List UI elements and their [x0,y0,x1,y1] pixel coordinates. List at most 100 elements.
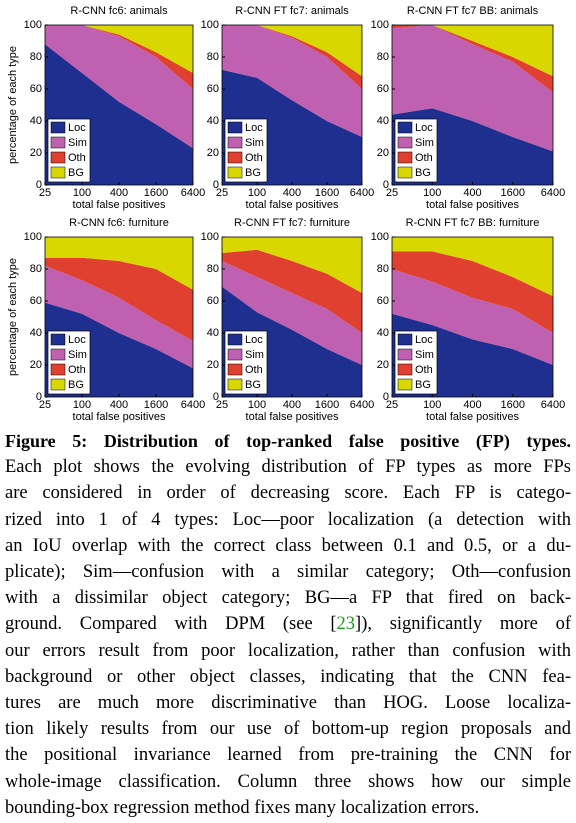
x-tick-label: 100 [423,187,441,199]
legend-swatch [227,378,243,391]
legend-swatch [50,136,66,149]
area [392,237,553,297]
x-tick-label: 1600 [501,187,525,199]
legend-swatch [227,151,243,164]
caption-line: whole-image classification. Column three… [5,771,571,792]
x-axis-label: total false positives [426,199,519,211]
y-tick-label: 80 [30,51,42,63]
x-tick-label: 25 [39,399,51,411]
y-tick-label: 100 [24,231,42,243]
x-axis-label: total false positives [246,411,339,423]
y-tick-label: 60 [377,295,389,307]
y-tick-label: 100 [201,231,219,243]
legend-swatch [227,166,243,179]
x-tick-label: 25 [216,399,228,411]
x-tick-label: 1600 [144,399,168,411]
legend-label: Loc [68,122,86,134]
legend-swatch [50,378,66,391]
x-tick-label: 6400 [181,187,205,199]
y-tick-label: 0 [36,179,42,191]
caption-line: Each plot shows the evolving distributio… [5,457,571,478]
x-tick-label: 400 [110,187,128,199]
x-tick-label: 400 [283,187,301,199]
x-tick-label: 1600 [144,187,168,199]
area [45,25,193,149]
caption-text: ]), significantly more of [355,614,572,635]
caption-line: rized into 1 of 4 types: Loc—poor locali… [5,509,571,530]
legend-swatch [397,121,413,134]
citation[interactable]: 23 [336,614,356,635]
x-tick-label: 400 [110,399,128,411]
y-axis-label: percentage of each type [7,258,19,376]
legend-swatch [50,348,66,361]
x-tick-label: 1600 [315,187,339,199]
area [222,237,362,293]
x-tick-label: 6400 [181,399,205,411]
y-tick-label: 0 [213,179,219,191]
y-tick-label: 100 [371,231,389,243]
y-tick-label: 80 [207,51,219,63]
x-tick-label: 25 [216,187,228,199]
x-tick-label: 100 [248,187,266,199]
y-tick-label: 20 [377,359,389,371]
y-tick-label: 100 [24,19,42,31]
y-tick-label: 100 [371,19,389,31]
y-tick-label: 80 [30,263,42,275]
caption-line: plicate); Sim—confusion with a similar c… [5,562,571,583]
y-tick-label: 20 [30,359,42,371]
legend-label: Sim [245,349,264,361]
x-tick-label: 25 [386,187,398,199]
legend-swatch [50,151,66,164]
area [45,25,193,73]
legend-label: Sim [68,137,87,149]
caption-heading: Figure 5: Distribution of top-ranked fal… [5,431,571,451]
x-tick-label: 100 [73,187,91,199]
chart-title: R-CNN FT fc7 BB: animals [407,5,539,17]
area [45,237,193,290]
legend-swatch [227,333,243,346]
area [222,25,362,77]
legend-label: Sim [68,349,87,361]
area [222,25,362,137]
legend-swatch [397,136,413,149]
legend-label: BG [415,167,431,179]
y-axis-label: percentage of each type [7,46,19,164]
legend-label: Loc [415,122,433,134]
y-tick-label: 60 [377,83,389,95]
y-tick-label: 80 [377,263,389,275]
area [392,25,553,152]
legend-label: Oth [245,152,263,164]
legend-swatch [50,363,66,376]
y-tick-label: 40 [30,115,42,127]
y-tick-label: 100 [201,19,219,31]
legend-swatch [397,378,413,391]
legend-swatch [397,166,413,179]
caption-line: background or other object classes, indi… [5,666,571,687]
area [222,249,362,333]
x-tick-label: 25 [386,399,398,411]
x-axis-label: total false positives [426,411,519,423]
legend-label: Oth [415,364,433,376]
legend-label: Oth [68,364,86,376]
y-tick-label: 40 [377,115,389,127]
y-tick-label: 60 [207,295,219,307]
y-tick-label: 60 [30,83,42,95]
caption-line: with a dissimilar object category; BG—a … [5,588,571,609]
legend-swatch [227,121,243,134]
x-tick-label: 6400 [350,399,374,411]
legend-label: Oth [68,152,86,164]
legend-swatch [397,363,413,376]
y-tick-label: 40 [30,327,42,339]
x-tick-label: 400 [463,187,481,199]
caption-line: bounding-box regression method fixes man… [5,797,480,818]
x-tick-label: 100 [73,399,91,411]
legend-label: Loc [68,334,86,346]
y-tick-label: 0 [383,179,389,191]
area [392,269,553,365]
caption-line: are considered in order of decreasing sc… [5,483,571,504]
legend-swatch [227,136,243,149]
x-tick-label: 25 [39,187,51,199]
legend-label: Oth [415,152,433,164]
y-tick-label: 60 [30,295,42,307]
